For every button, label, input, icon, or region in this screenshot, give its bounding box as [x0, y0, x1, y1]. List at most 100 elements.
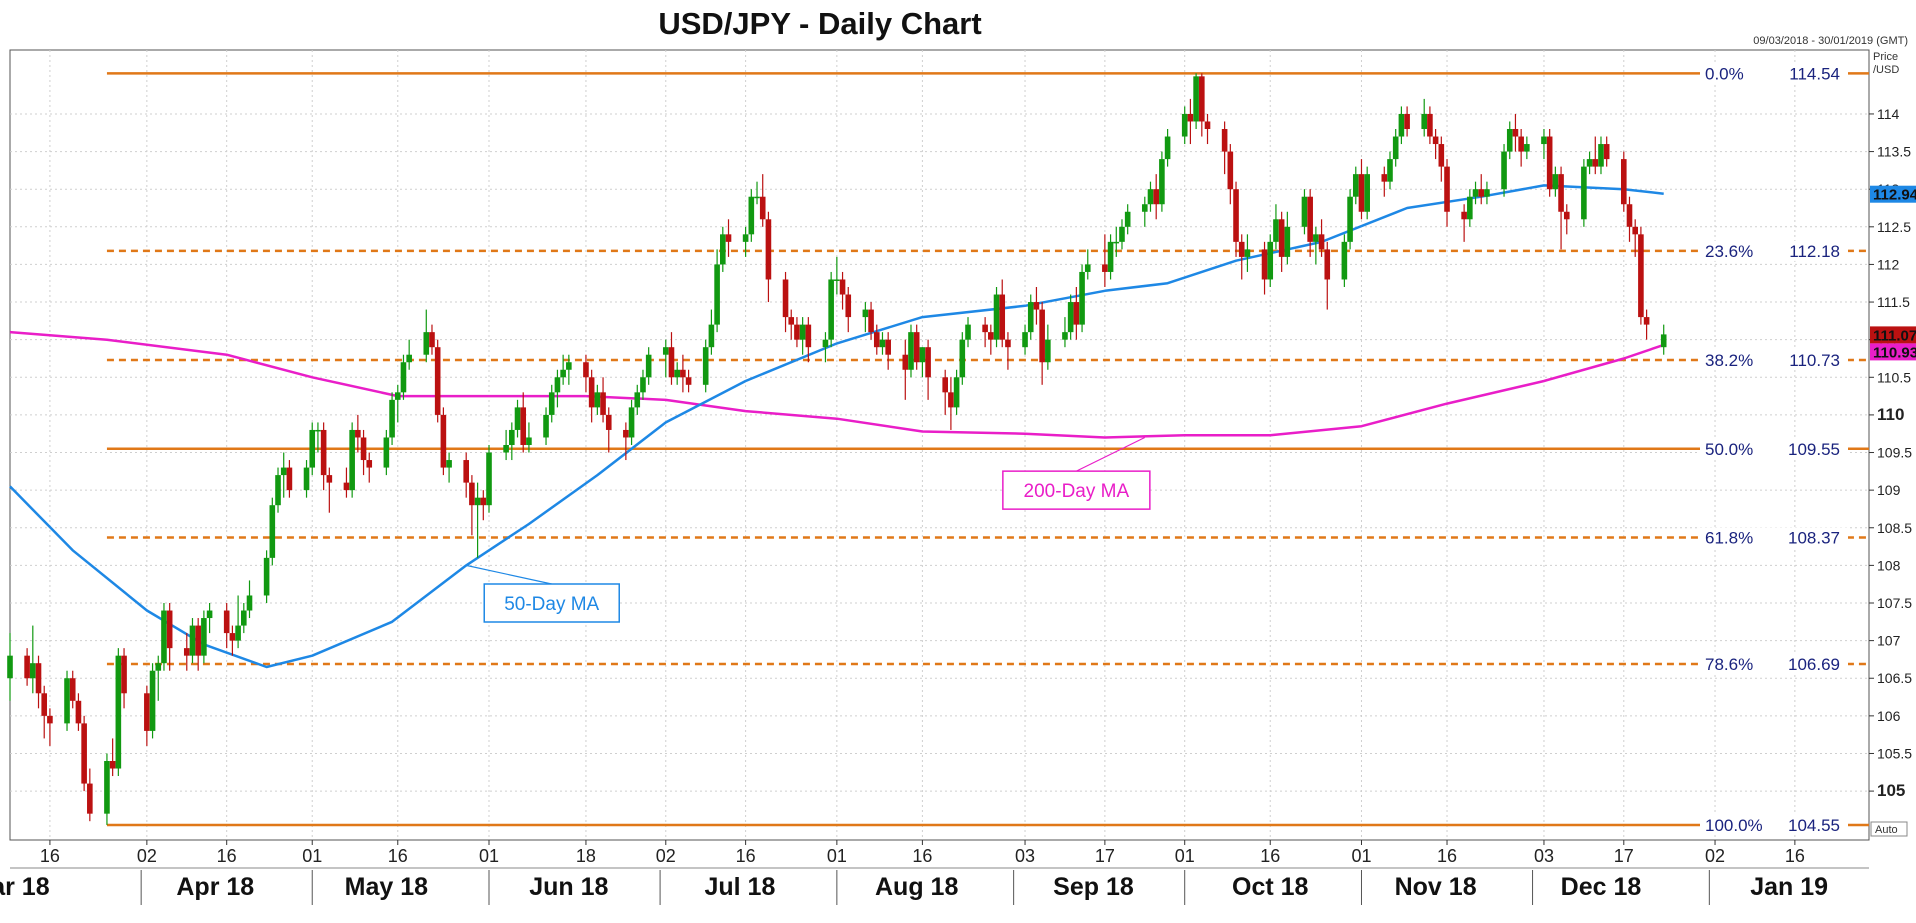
candle-body — [583, 362, 589, 378]
candle — [1141, 196, 1148, 227]
candle — [280, 452, 287, 498]
candle-body — [1461, 211, 1467, 220]
candle-body — [834, 279, 840, 281]
candle-body — [988, 332, 994, 340]
candle-body — [1102, 264, 1108, 272]
candle — [623, 422, 629, 461]
candle — [1392, 129, 1399, 167]
candle-body — [1501, 151, 1507, 190]
candle — [75, 693, 82, 731]
candle — [953, 369, 960, 415]
candle — [1421, 98, 1428, 137]
candle-body — [195, 625, 201, 656]
candle-body — [161, 610, 167, 664]
x-day-label: 16 — [912, 846, 932, 866]
annotation-text: 200-Day MA — [1024, 481, 1130, 502]
candle-body — [913, 332, 920, 363]
candle — [1278, 211, 1285, 272]
price-tag-label: 112.94 — [1873, 187, 1916, 204]
price-tag-box — [1870, 185, 1916, 203]
candle-body — [87, 783, 93, 814]
candle-body — [640, 377, 646, 393]
candle — [1603, 136, 1610, 167]
candle — [605, 407, 612, 453]
candle — [366, 452, 373, 483]
candle — [1227, 144, 1234, 205]
y-tick-label: 111.5 — [1877, 294, 1910, 310]
candle — [948, 377, 954, 430]
candle-body — [754, 196, 760, 199]
fib-pct-label: 61.8% — [1705, 529, 1753, 548]
candle — [988, 324, 994, 355]
candle — [799, 317, 806, 355]
candle — [628, 399, 635, 445]
candle-body — [241, 610, 247, 626]
candle-body — [822, 339, 829, 348]
candle — [868, 302, 874, 340]
candle — [183, 633, 190, 671]
x-month-label: Aug 18 — [875, 873, 958, 901]
candle — [69, 670, 76, 709]
candle — [560, 354, 566, 385]
x-day-label: 03 — [1534, 846, 1554, 866]
candle-body — [394, 392, 401, 400]
candle — [229, 625, 236, 656]
y-tick-label: 112.5 — [1877, 219, 1911, 235]
candle-body — [1284, 226, 1291, 257]
price-tag-box — [1870, 326, 1916, 344]
candle — [925, 339, 931, 400]
ma50-layer — [9, 184, 1664, 669]
candle-body — [1638, 234, 1644, 318]
candle-body — [1233, 189, 1239, 242]
candle-body — [121, 655, 127, 694]
auto-scale-box[interactable] — [1870, 821, 1908, 837]
candle-body — [668, 347, 675, 378]
candle-body — [919, 347, 926, 363]
candle — [708, 309, 715, 355]
candle-body — [149, 670, 156, 731]
candle-body — [320, 429, 327, 476]
candle-body — [1404, 113, 1410, 129]
candle-body — [1079, 271, 1085, 325]
candle-body — [1261, 249, 1268, 280]
candle-body — [315, 429, 321, 432]
candle — [754, 181, 760, 205]
candle-body — [959, 339, 966, 378]
candle-body — [1238, 241, 1245, 257]
x-day-label: 16 — [217, 846, 237, 866]
candle-body — [839, 279, 846, 295]
candle — [1199, 73, 1205, 137]
candle — [782, 271, 789, 333]
candle — [1586, 151, 1593, 175]
candle — [640, 369, 646, 400]
candle-body — [1581, 166, 1587, 220]
candle-body — [1381, 174, 1388, 182]
annotation-box — [483, 583, 620, 623]
candle — [526, 422, 532, 453]
candle-body — [189, 625, 196, 656]
candle — [320, 422, 327, 491]
candle — [982, 317, 988, 348]
candle — [104, 753, 110, 825]
x-month-label: Dec 18 — [1561, 873, 1642, 901]
candle — [1546, 129, 1553, 197]
x-day-label: 01 — [827, 846, 847, 866]
candle — [149, 663, 156, 739]
candle-body — [1084, 264, 1091, 272]
candle — [548, 384, 555, 423]
candle — [1478, 174, 1485, 205]
candle — [828, 271, 834, 348]
candle-body — [1221, 129, 1228, 152]
candle — [1313, 226, 1319, 265]
candle-body — [588, 377, 595, 408]
candle — [845, 287, 852, 333]
candle — [474, 482, 481, 558]
candle — [1558, 166, 1564, 250]
candle-body — [446, 460, 452, 468]
y-tick-label: 105 — [1877, 781, 1905, 800]
price-tag-label: 111.07 — [1873, 327, 1916, 344]
candle — [1113, 226, 1120, 257]
candle-body — [201, 618, 207, 656]
candle — [195, 618, 201, 671]
x-day-label: 01 — [1175, 846, 1195, 866]
